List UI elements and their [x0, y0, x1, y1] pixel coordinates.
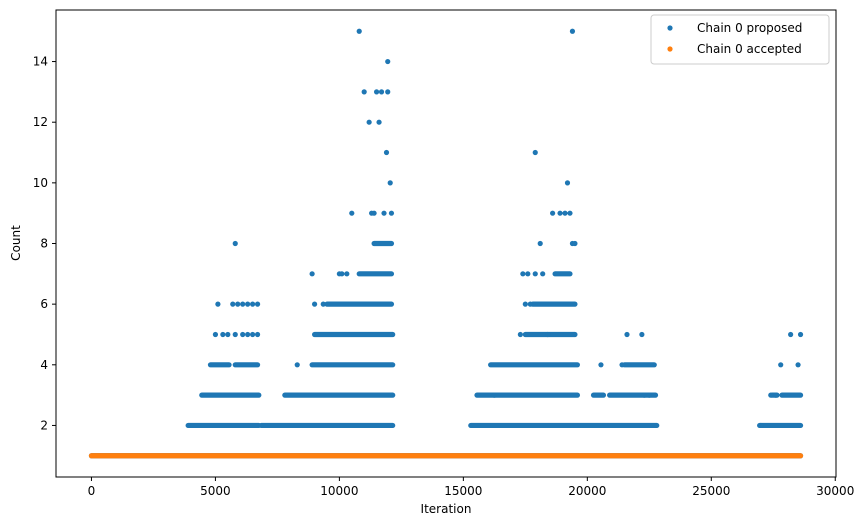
data-point [540, 271, 546, 277]
x-axis: 0 5000 10000 15000 20000 25000 30000 [88, 477, 854, 498]
data-point [788, 331, 794, 338]
data-point [349, 210, 355, 216]
data-point [562, 210, 568, 216]
data-point [225, 331, 231, 338]
data-point [254, 331, 261, 338]
data-point [557, 210, 563, 216]
y-axis: 2 4 6 8 10 12 14 [33, 55, 56, 432]
data-point [250, 331, 256, 338]
data-point [572, 240, 578, 247]
legend: Chain 0 proposed Chain 0 accepted [650, 14, 830, 65]
data-point [520, 271, 526, 277]
series-layer [88, 28, 804, 459]
data-point [641, 392, 647, 398]
data-point [517, 331, 523, 338]
data-point [522, 301, 528, 307]
y-tick-label: 4 [40, 358, 48, 372]
y-tick-label: 6 [40, 297, 48, 311]
legend-marker-accepted [667, 46, 673, 52]
data-point [366, 119, 372, 125]
data-point [320, 301, 326, 307]
data-point [527, 301, 533, 307]
data-point [339, 271, 345, 277]
data-point [598, 362, 604, 368]
data-point [240, 331, 246, 338]
data-point [773, 392, 779, 398]
y-tick-label: 8 [40, 237, 48, 251]
data-point [385, 89, 391, 95]
x-tick-label: 20000 [568, 484, 606, 498]
data-point [491, 392, 497, 398]
y-tick-label: 14 [33, 55, 48, 69]
data-point [778, 362, 784, 368]
data-point [550, 210, 556, 216]
x-tick-label: 10000 [320, 484, 358, 498]
data-point [361, 89, 367, 95]
x-tick-label: 25000 [692, 484, 730, 498]
data-point [371, 210, 377, 216]
data-point [532, 149, 538, 156]
data-point [537, 240, 543, 247]
data-point [639, 331, 645, 338]
data-point [378, 89, 385, 95]
x-tick-label: 5000 [200, 484, 231, 498]
data-point [545, 331, 551, 338]
data-point [532, 271, 538, 277]
data-point [768, 392, 774, 398]
data-point [311, 301, 318, 307]
data-point [245, 301, 251, 307]
data-point [294, 362, 300, 368]
x-tick-label: 30000 [816, 484, 854, 498]
y-tick-label: 2 [40, 418, 48, 432]
data-point [230, 301, 236, 307]
data-point [619, 362, 625, 368]
data-point [387, 180, 393, 186]
data-point [232, 331, 238, 338]
legend-marker-proposed [667, 25, 673, 31]
data-point [525, 271, 531, 277]
data-point [220, 331, 226, 338]
data-point [567, 210, 573, 216]
data-point [309, 271, 315, 277]
data-point [215, 301, 221, 307]
data-point [569, 28, 576, 34]
data-point [646, 392, 652, 398]
x-tick-label: 0 [88, 484, 96, 498]
data-point [795, 362, 801, 368]
data-point [232, 240, 238, 247]
x-axis-label: Iteration [421, 502, 472, 516]
data-point [240, 301, 246, 307]
data-point [564, 180, 571, 186]
data-point [245, 331, 251, 338]
y-tick-label: 10 [33, 176, 48, 190]
data-point [373, 89, 380, 95]
data-point [385, 58, 391, 65]
data-point [344, 271, 350, 277]
data-point [235, 301, 241, 307]
legend-box [650, 14, 830, 65]
data-point [388, 210, 395, 216]
data-point [797, 331, 804, 338]
data-point [376, 119, 382, 125]
data-point [212, 331, 219, 338]
data-point [381, 210, 387, 216]
data-point [383, 149, 390, 156]
data-point [254, 301, 261, 307]
data-point [250, 301, 256, 307]
data-point [624, 331, 630, 338]
y-tick-label: 12 [33, 115, 48, 129]
x-tick-label: 15000 [444, 484, 482, 498]
y-axis-label: Count [9, 225, 23, 261]
legend-label-accepted: Chain 0 accepted [697, 42, 802, 56]
data-point [758, 422, 764, 429]
legend-label-proposed: Chain 0 proposed [697, 21, 802, 35]
data-point [356, 28, 362, 34]
